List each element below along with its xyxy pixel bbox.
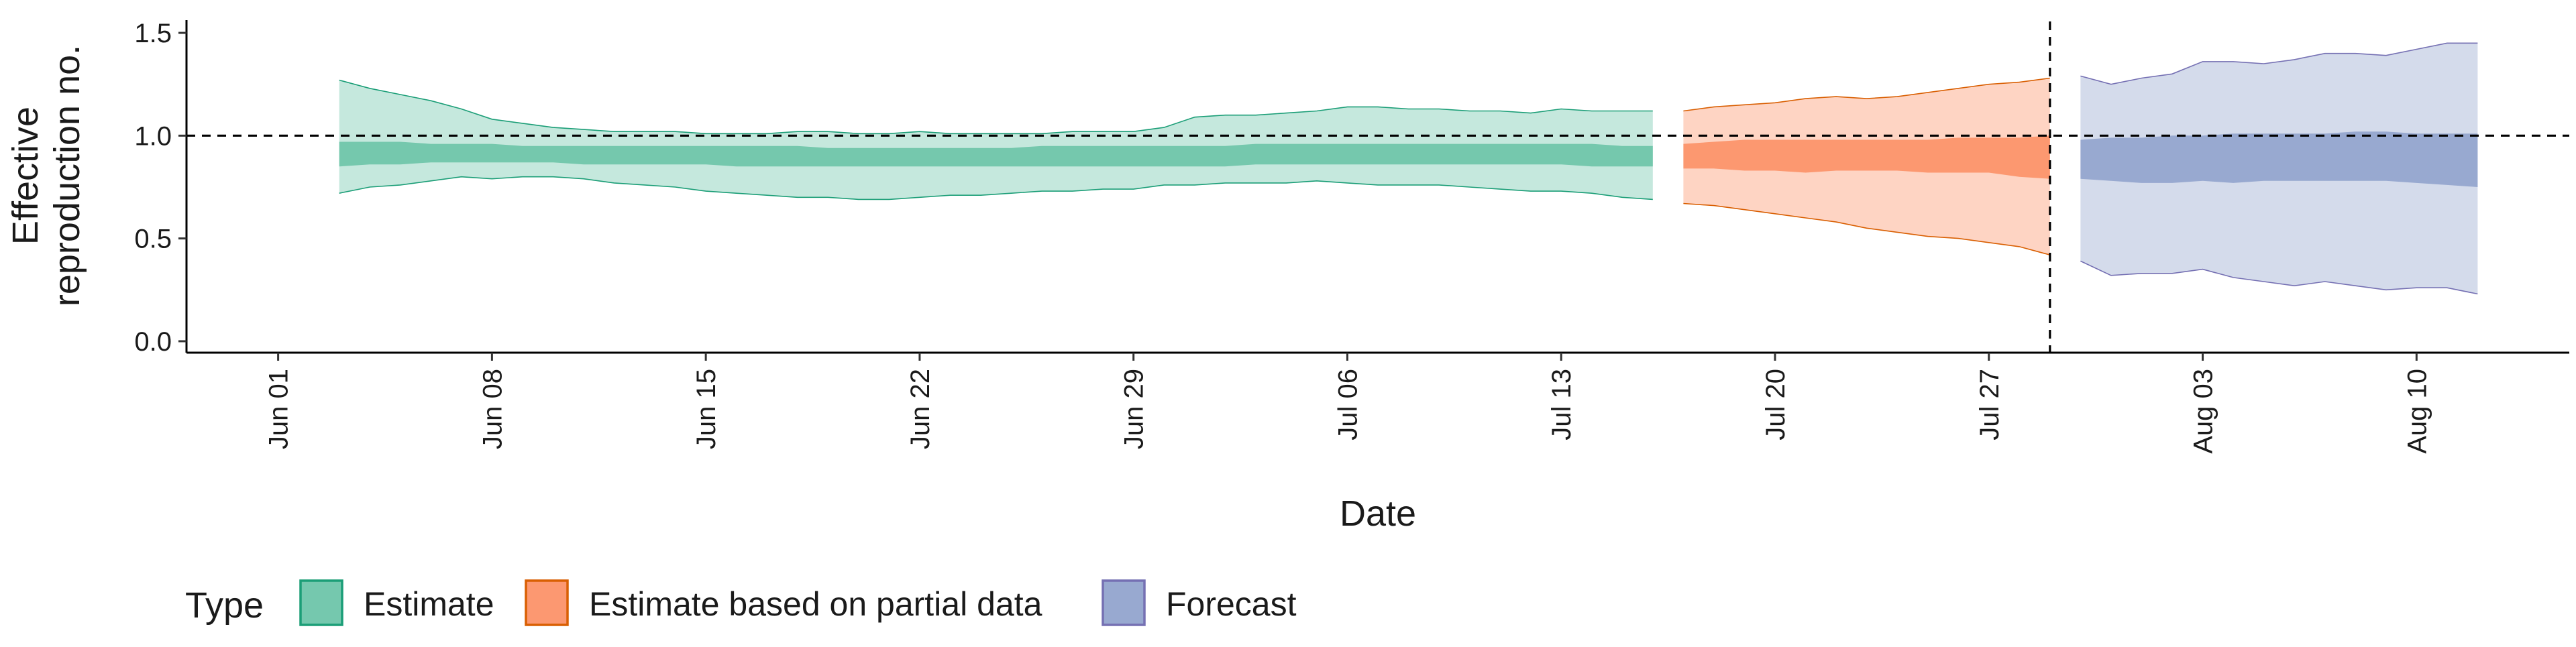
x-axis-title: Date: [1340, 493, 1416, 534]
band-50-estimate-based-on-partial-data: [1683, 135, 2050, 179]
series-estimate-based-on-partial-data: [1683, 77, 2051, 255]
legend-key-forecast: [1102, 579, 1146, 626]
series-layer: [339, 42, 2478, 295]
band-50-forecast: [2080, 131, 2478, 187]
x-tick-label: Jun 01: [264, 369, 294, 449]
y-tick-label: 0.0: [134, 327, 172, 357]
reference-lines: [186, 21, 2569, 353]
band-90-upper-edge-estimate: [339, 79, 1653, 135]
axes-layer: 0.0 0.5 1.0 1.5 Jun 01 Jun 08 Jun 15 Jun 22 Jun …: [5, 19, 2569, 534]
band-90-upper-edge-estimate-based-on-partial-data: [1683, 77, 2050, 112]
x-tick-label: Aug 03: [2189, 369, 2218, 454]
band-90-lower-edge-estimate-based-on-partial-data: [1683, 202, 2051, 255]
band-90-lower-edge-estimate: [339, 176, 1653, 200]
y-tick-label: 0.5: [134, 225, 172, 254]
series-forecast: [2080, 42, 2478, 295]
legend-label: Estimate based on partial data: [589, 585, 1042, 623]
band-90-lower-edge-forecast: [2080, 260, 2478, 295]
band-90-upper-edge-forecast: [2080, 42, 2478, 85]
band-50-estimate: [339, 141, 1653, 167]
legend-key-estimate: [299, 579, 343, 626]
y-axis-title-line: Effective: [5, 107, 46, 245]
x-tick-label: Jul 20: [1761, 369, 1790, 440]
x-tick-label: Aug 10: [2402, 369, 2432, 454]
x-tick-label: Jul 06: [1333, 369, 1362, 440]
y-tick-label: 1.0: [134, 121, 172, 151]
legend: Type Estimate Estimate based on partial da…: [185, 579, 1297, 626]
x-tick-label: Jun 08: [478, 369, 507, 449]
legend-label: Forecast: [1166, 585, 1297, 623]
x-tick-label: Jun 15: [692, 369, 721, 449]
series-estimate: [339, 79, 1653, 200]
x-tick-label: Jun 29: [1120, 369, 1149, 449]
x-tick-label: Jul 13: [1547, 369, 1576, 440]
y-axis-title-line: reproduction no.: [47, 45, 87, 306]
legend-key-estimate-based-on-partial-data: [525, 579, 569, 626]
legend-title: Type: [185, 585, 264, 626]
y-tick-label: 1.5: [134, 19, 172, 48]
x-tick-label: Jun 22: [906, 369, 935, 449]
legend-label: Estimate: [364, 585, 494, 623]
x-tick-label: Jul 27: [1975, 369, 2004, 440]
band-90-estimate: [339, 80, 1653, 200]
